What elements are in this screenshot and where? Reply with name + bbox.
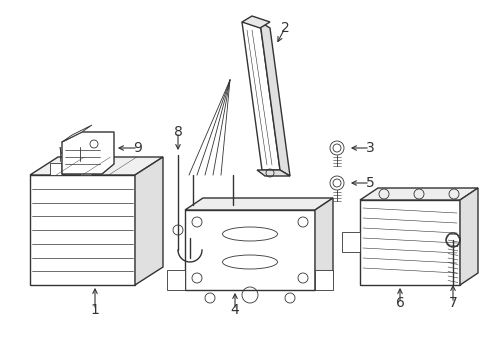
Text: 3: 3 <box>365 141 374 155</box>
Polygon shape <box>314 270 332 290</box>
Text: 2: 2 <box>280 21 289 35</box>
Polygon shape <box>62 157 71 175</box>
Polygon shape <box>80 163 92 175</box>
Text: 7: 7 <box>447 296 456 310</box>
Polygon shape <box>167 270 184 290</box>
Polygon shape <box>242 16 269 28</box>
Text: 5: 5 <box>365 176 374 190</box>
Text: 4: 4 <box>230 303 239 317</box>
Polygon shape <box>359 188 477 200</box>
Polygon shape <box>30 157 163 175</box>
Text: 6: 6 <box>395 296 404 310</box>
Polygon shape <box>459 188 477 285</box>
Text: 9: 9 <box>133 141 142 155</box>
Polygon shape <box>30 175 135 285</box>
Polygon shape <box>92 157 101 175</box>
Polygon shape <box>80 169 101 175</box>
Polygon shape <box>62 125 92 142</box>
Polygon shape <box>257 170 289 176</box>
Polygon shape <box>135 157 163 285</box>
Text: 8: 8 <box>173 125 182 139</box>
Polygon shape <box>359 200 459 285</box>
Polygon shape <box>341 232 359 252</box>
Polygon shape <box>50 169 71 175</box>
Polygon shape <box>62 132 114 174</box>
Ellipse shape <box>222 255 277 269</box>
Polygon shape <box>184 210 314 290</box>
Text: 1: 1 <box>90 303 99 317</box>
Polygon shape <box>260 22 289 176</box>
Polygon shape <box>184 198 332 210</box>
Polygon shape <box>242 22 280 170</box>
Polygon shape <box>50 163 62 175</box>
Polygon shape <box>314 198 332 290</box>
Ellipse shape <box>222 227 277 241</box>
